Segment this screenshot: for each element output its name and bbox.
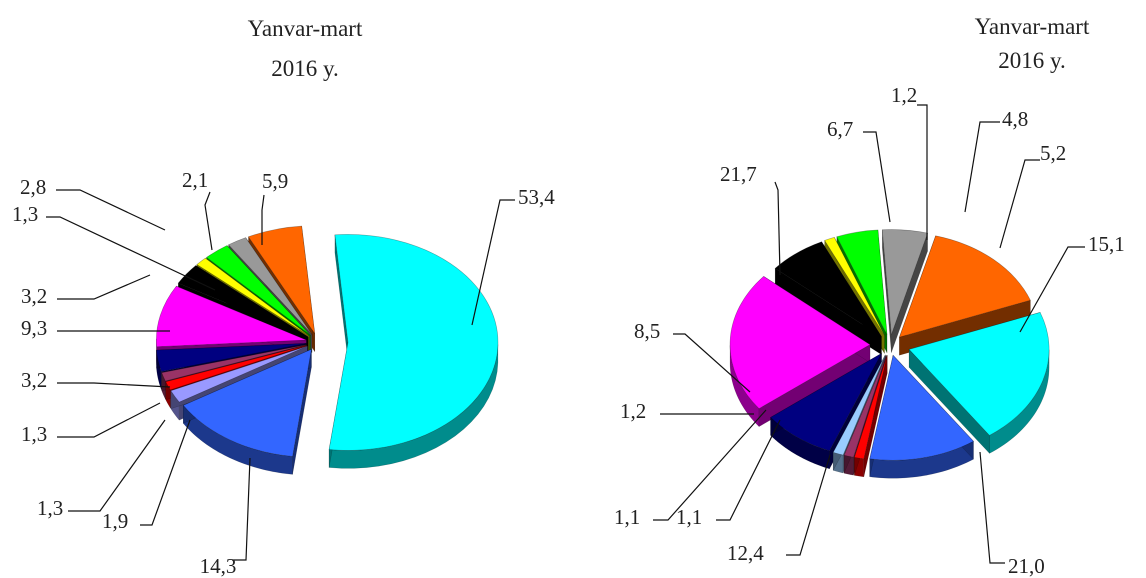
data-label: 1,1: [676, 505, 702, 529]
pie-slice: [853, 355, 888, 478]
pie-slice: [898, 235, 1031, 356]
pie-slice-top: [196, 257, 310, 337]
leader-line: [999, 159, 1040, 249]
data-label: 1,2: [620, 399, 646, 423]
leader-line: [68, 419, 166, 512]
pie-slice-top: [161, 344, 307, 382]
leader-line: [471, 199, 515, 326]
data-label: 1,3: [12, 202, 38, 226]
leader-line: [786, 454, 831, 556]
pie-chart-right: Yanvar-mart 2016 y. 15,1 21,0 12,4 1,1 1,1 1,…: [614, 14, 1125, 578]
pie-slice-top: [247, 225, 316, 334]
chart-title-right-line2: 2016 y.: [998, 48, 1066, 73]
pie-slice-top: [156, 285, 307, 348]
chart-title-left-line1: Yanvar-mart: [248, 16, 363, 41]
data-label: 6,7: [827, 117, 853, 141]
pie-slice-top: [836, 229, 888, 335]
data-label: 5,9: [262, 169, 288, 193]
leader-line: [774, 181, 781, 276]
data-label: 2,1: [182, 168, 208, 192]
pie-slice: [328, 234, 499, 469]
pie-slice: [881, 229, 929, 353]
data-label: 2,8: [20, 175, 46, 199]
pie-slice-wall: [908, 348, 990, 455]
pie-slice: [869, 354, 974, 479]
pie-slice-top: [869, 354, 974, 461]
data-label: 21,0: [1008, 554, 1045, 578]
pie-slice-top: [328, 234, 499, 451]
chart-title-right-line1: Yanvar-mart: [975, 14, 1090, 39]
leader-line: [140, 419, 191, 526]
pie-slice-top: [228, 237, 313, 335]
pie-slice-top: [205, 245, 311, 336]
data-label: 14,3: [200, 554, 237, 578]
data-label: 12,4: [727, 541, 764, 565]
data-label: 21,7: [720, 162, 757, 186]
pie-slice-top: [832, 354, 886, 456]
leader-line: [204, 191, 213, 251]
pie-chart-left: Yanvar-mart 2016 y. 53,4 14,3 1,9 1,3 1,3 3,2…: [12, 16, 555, 578]
leader-line: [917, 104, 928, 240]
data-label: 53,4: [518, 185, 555, 209]
data-label: 5,2: [1040, 141, 1066, 165]
data-label: 1,3: [37, 496, 63, 520]
pie-slice-top: [177, 265, 309, 338]
pie-slice: [774, 240, 882, 356]
leader-line: [964, 121, 1000, 213]
leader-line: [261, 194, 265, 245]
pie-slice-wall: [292, 349, 312, 475]
pie-slice-top: [843, 354, 887, 458]
leader-line: [716, 419, 781, 521]
pie-slice: [182, 348, 312, 475]
pie-slice-top: [156, 343, 307, 372]
leader-line: [56, 189, 166, 231]
pie-slice-wall: [891, 233, 928, 353]
data-label: 15,1: [1088, 232, 1125, 256]
leader-line: [653, 409, 767, 521]
data-label: 4,8: [1002, 107, 1028, 131]
leader-line: [57, 402, 161, 438]
leader-line: [57, 382, 171, 388]
pie-slice-top: [170, 345, 308, 403]
pie-slice: [908, 312, 1050, 455]
pie-slice-top: [182, 348, 312, 457]
pie-slice-wall: [758, 344, 871, 428]
data-label: 8,5: [634, 319, 660, 343]
data-label: 1,1: [614, 505, 640, 529]
pie-slice-top: [774, 241, 882, 337]
data-label: 3,2: [21, 284, 47, 308]
leader-line: [232, 457, 251, 561]
data-label: 3,2: [21, 368, 47, 392]
pie-slice-top: [908, 312, 1050, 436]
leader-line: [57, 274, 151, 300]
leader-line: [1019, 246, 1085, 333]
pie-slice-top: [165, 344, 307, 391]
leader-line: [46, 216, 216, 291]
pie-slice-top: [729, 275, 871, 409]
leader-line: [863, 131, 891, 223]
leader-line: [673, 333, 751, 393]
pie-slice-top: [853, 355, 888, 460]
pie-slice-top: [770, 352, 883, 452]
data-label: 1,3: [21, 422, 47, 446]
leader-line: [979, 451, 1005, 564]
pie-slice: [729, 275, 871, 428]
pie-slice-top: [898, 235, 1031, 338]
pie-slice-top: [824, 236, 885, 336]
data-label: 1,2: [891, 83, 917, 107]
data-label: 9,3: [21, 316, 47, 340]
data-label: 1,9: [102, 509, 128, 533]
chart-title-left-line2: 2016 y.: [271, 56, 339, 81]
